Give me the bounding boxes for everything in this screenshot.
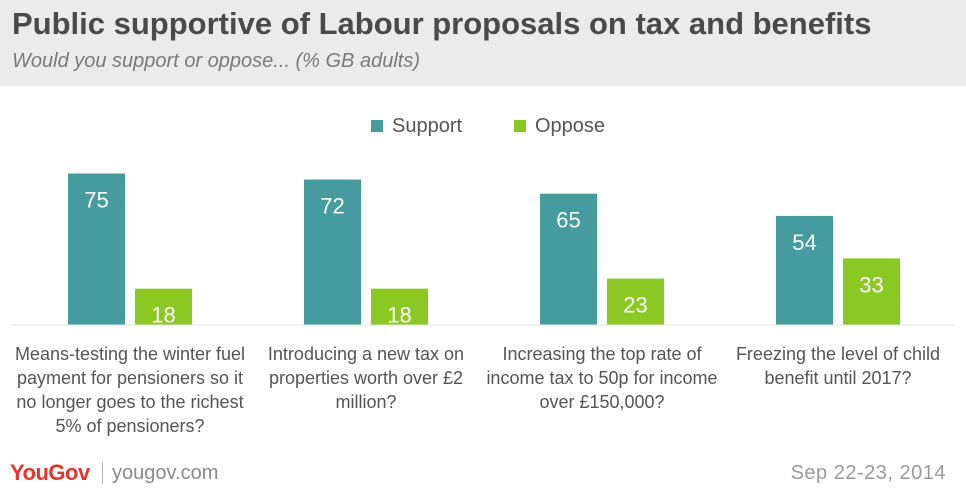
chart-title: Public supportive of Labour proposals on… [12,6,872,41]
data-label-oppose-3: 23 [623,293,647,318]
legend-item-oppose: Oppose [514,112,605,140]
footer-site: yougov.com [112,462,219,484]
footer-divider [102,462,103,484]
legend-swatch-support [371,120,383,132]
bar-support-3 [540,193,597,325]
bar-support-2 [304,179,361,325]
data-label-support-1: 75 [84,188,108,213]
category-label-4: Freezing the level of child benefit unti… [735,344,941,388]
chart-header: Public supportive of Labour proposals on… [0,0,966,86]
bar-oppose-4 [843,258,900,325]
data-label-oppose-4: 33 [859,272,883,297]
yougov-logo: YouGov [10,460,90,485]
data-label-oppose-2: 18 [387,303,411,328]
data-label-support-3: 65 [556,208,580,233]
legend-swatch-oppose [514,120,526,132]
legend-label-oppose: Oppose [535,114,606,137]
legend-label-support: Support [392,114,463,137]
footer-date: Sep 22-23, 2014 [790,462,946,484]
data-label-support-2: 72 [320,194,344,219]
bar-support-1 [68,173,125,325]
category-label-2: Introducing a new tax on properties wort… [267,344,465,412]
legend: Support Oppose [0,112,966,140]
footer: YouGov yougov.com Sep 22-23, 2014 [0,455,966,495]
legend-item-support: Support [371,112,462,140]
bar-support-4 [776,215,833,325]
bar-oppose-3 [607,278,664,325]
data-label-oppose-1: 18 [151,303,175,328]
category-label-3: Increasing the top rate of income tax to… [486,344,718,412]
category-label-1: Means-testing the winter fuel payment fo… [14,344,246,436]
data-label-support-4: 54 [792,230,816,255]
bar-oppose-1 [135,288,192,325]
chart-subtitle: Would you support or oppose... (% GB adu… [12,50,420,72]
bar-oppose-2 [371,288,428,325]
